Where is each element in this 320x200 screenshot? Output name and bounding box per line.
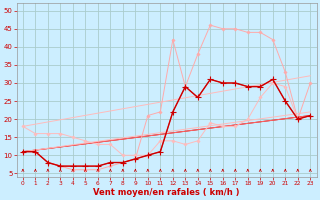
X-axis label: Vent moyen/en rafales ( km/h ): Vent moyen/en rafales ( km/h ) (93, 188, 240, 197)
